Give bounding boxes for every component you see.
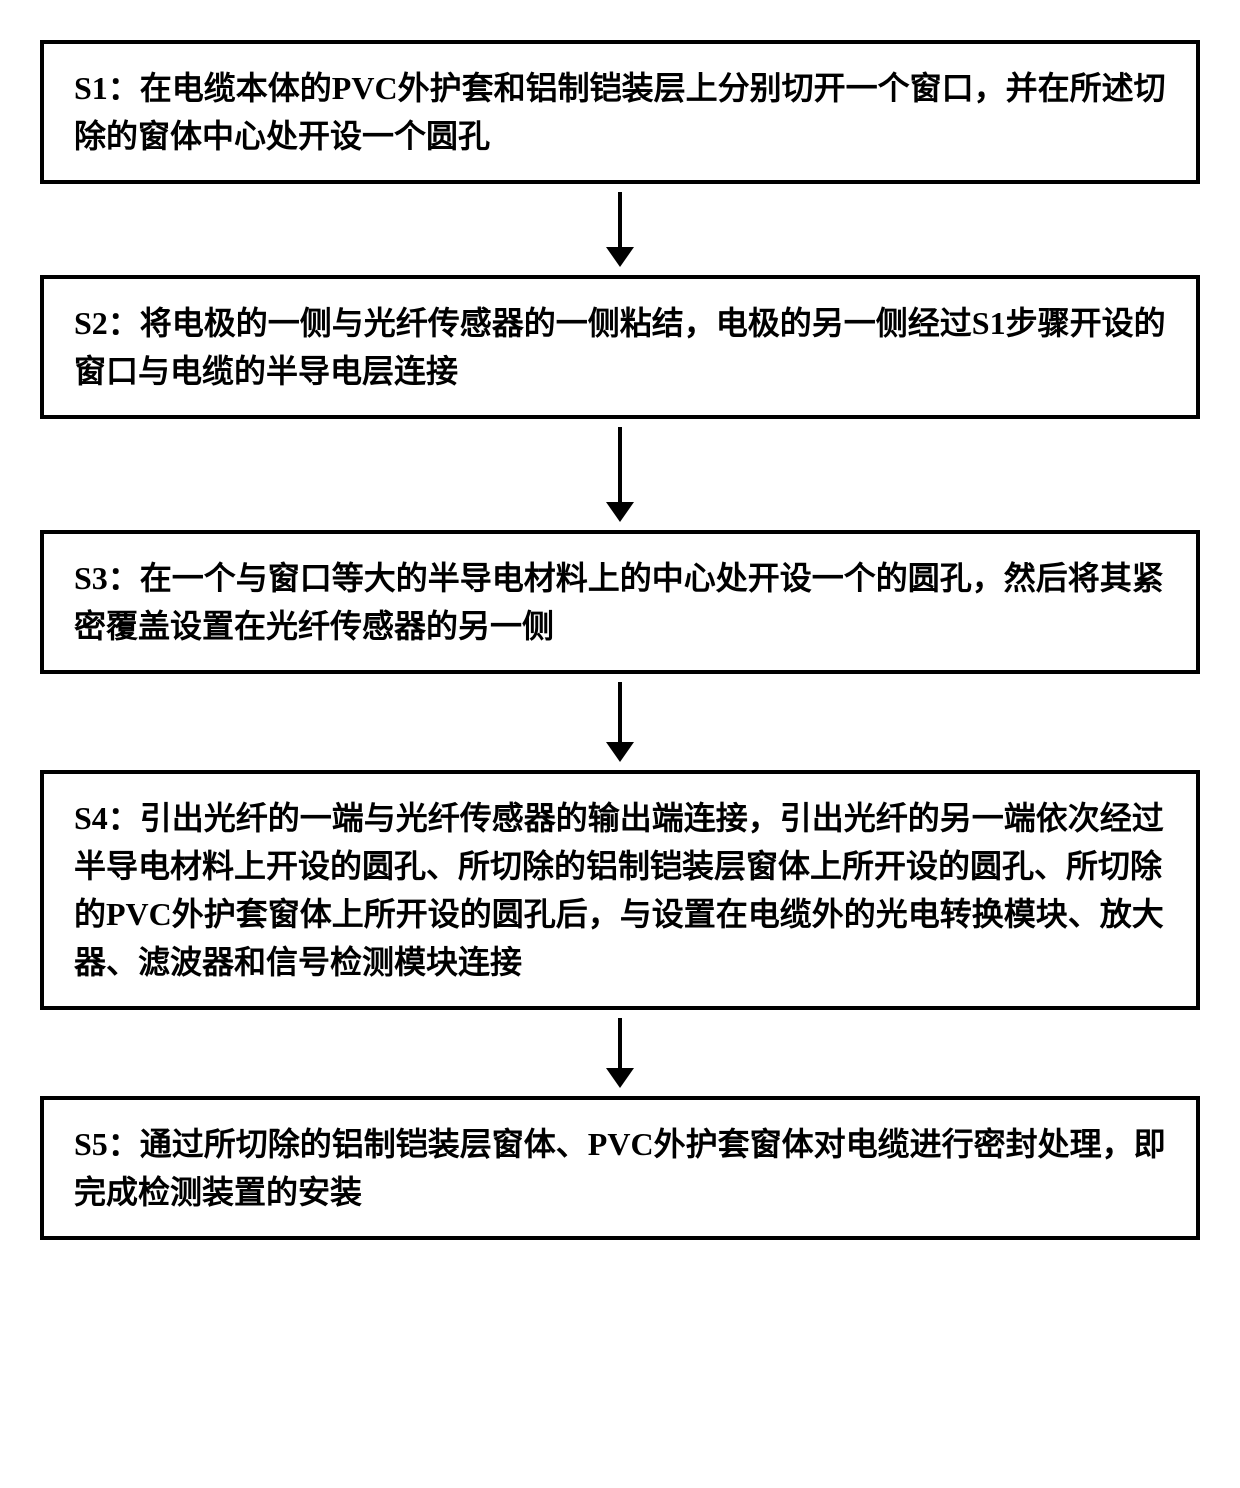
arrow-line <box>618 427 622 502</box>
step-s2-text: S2：将电极的一侧与光纤传感器的一侧粘结，电极的另一侧经过S1步骤开设的窗口与电… <box>74 299 1166 395</box>
step-s4-box: S4：引出光纤的一端与光纤传感器的输出端连接，引出光纤的另一端依次经过半导电材料… <box>40 770 1200 1010</box>
arrow-head-icon <box>606 502 634 522</box>
arrow-head-icon <box>606 742 634 762</box>
step-s3-box: S3：在一个与窗口等大的半导电材料上的中心处开设一个的圆孔，然后将其紧密覆盖设置… <box>40 530 1200 674</box>
arrow-line <box>618 682 622 742</box>
step-s1-box: S1：在电缆本体的PVC外护套和铝制铠装层上分别切开一个窗口，并在所述切除的窗体… <box>40 40 1200 184</box>
flowchart-container: S1：在电缆本体的PVC外护套和铝制铠装层上分别切开一个窗口，并在所述切除的窗体… <box>40 40 1200 1240</box>
arrow-line <box>618 192 622 247</box>
arrow-line <box>618 1018 622 1068</box>
arrow-head-icon <box>606 247 634 267</box>
arrow-head-icon <box>606 1068 634 1088</box>
step-s2-box: S2：将电极的一侧与光纤传感器的一侧粘结，电极的另一侧经过S1步骤开设的窗口与电… <box>40 275 1200 419</box>
arrow-s2-s3 <box>606 427 634 522</box>
step-s5-text: S5：通过所切除的铝制铠装层窗体、PVC外护套窗体对电缆进行密封处理，即完成检测… <box>74 1120 1166 1216</box>
arrow-s1-s2 <box>606 192 634 267</box>
step-s5-box: S5：通过所切除的铝制铠装层窗体、PVC外护套窗体对电缆进行密封处理，即完成检测… <box>40 1096 1200 1240</box>
step-s1-text: S1：在电缆本体的PVC外护套和铝制铠装层上分别切开一个窗口，并在所述切除的窗体… <box>74 64 1166 160</box>
arrow-s3-s4 <box>606 682 634 762</box>
arrow-s4-s5 <box>606 1018 634 1088</box>
step-s4-text: S4：引出光纤的一端与光纤传感器的输出端连接，引出光纤的另一端依次经过半导电材料… <box>74 794 1166 986</box>
step-s3-text: S3：在一个与窗口等大的半导电材料上的中心处开设一个的圆孔，然后将其紧密覆盖设置… <box>74 554 1166 650</box>
